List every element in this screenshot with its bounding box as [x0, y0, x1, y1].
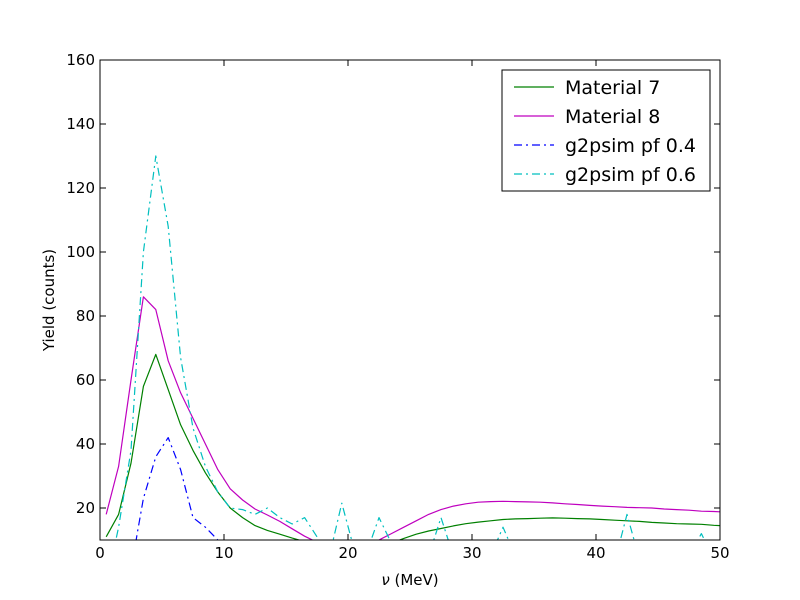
y-tick-label: 160 [66, 51, 95, 69]
legend-label-2: Material 8 [565, 106, 660, 128]
series-line-4 [115, 155, 706, 540]
legend-label-3: g2psim pf 0.4 [565, 135, 696, 157]
series-line-2 [105, 296, 720, 540]
x-axis-symbol: ν [381, 571, 389, 589]
y-tick-label: 80 [76, 307, 95, 325]
series-line-1 [105, 353, 720, 540]
legend-label-4: g2psim pf 0.6 [565, 164, 696, 186]
series-line-3 [135, 437, 220, 540]
x-axis-label: ν (MeV) [381, 571, 438, 589]
x-axis-unit: (MeV) [390, 571, 439, 589]
ticks-layer: 0 10 20 30 40 50 20 40 60 80 100 120 140 160 [66, 51, 729, 562]
y-tick-label: 100 [66, 243, 95, 261]
x-tick-label: 40 [586, 544, 605, 562]
x-tick-label: 50 [710, 544, 729, 562]
y-axis-label: Yield (counts) [40, 249, 58, 352]
y-tick-label: 40 [76, 435, 95, 453]
legend-label-1: Material 7 [565, 77, 660, 99]
y-tick-label: 60 [76, 371, 95, 389]
plot-frame [99, 59, 721, 541]
y-tick-label: 140 [66, 115, 95, 133]
y-tick-label: 120 [66, 179, 95, 197]
x-tick-label: 0 [95, 544, 105, 562]
legend: Material 7 Material 8 g2psim pf 0.4 g2psim … [501, 69, 711, 192]
x-tick-label: 30 [462, 544, 481, 562]
x-tick-label: 10 [214, 544, 233, 562]
series-layer [105, 155, 720, 540]
x-tick-label: 20 [338, 544, 357, 562]
y-tick-label: 20 [76, 499, 95, 517]
legend-box [501, 69, 711, 192]
